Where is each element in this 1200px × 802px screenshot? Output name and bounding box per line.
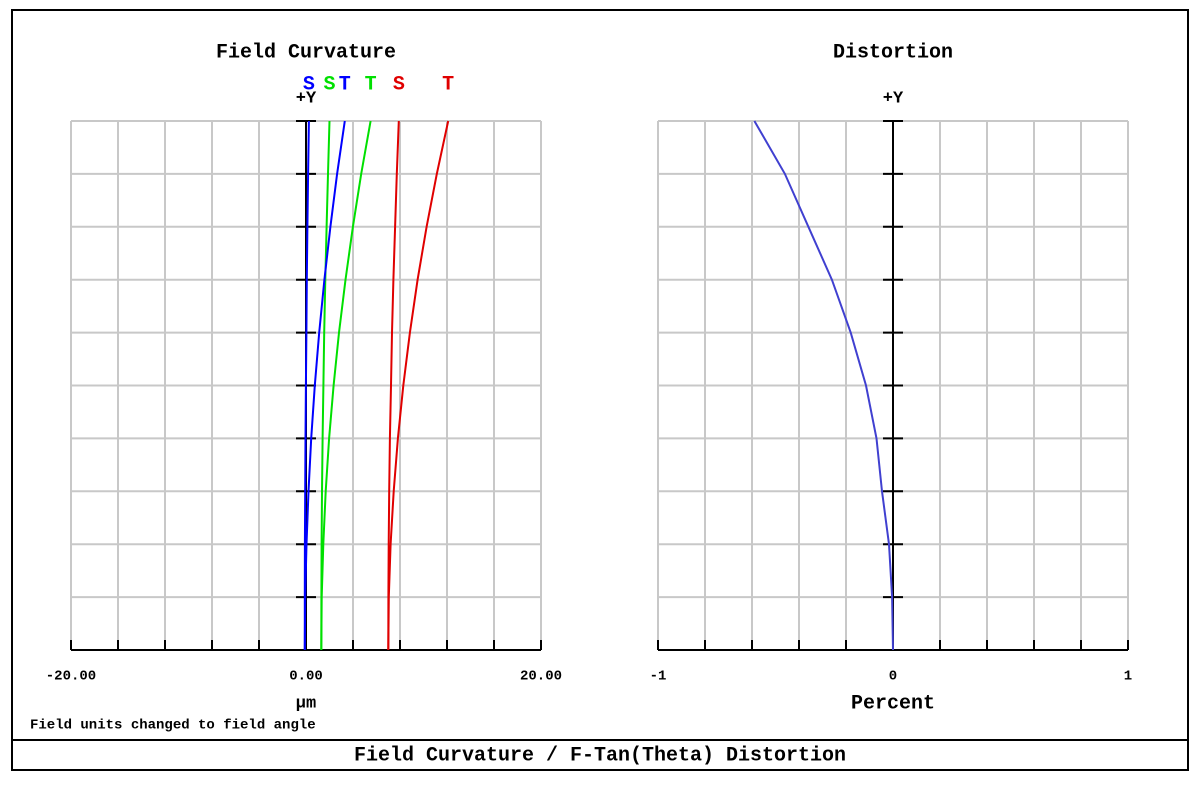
y-axis-label: +Y xyxy=(883,89,904,108)
legend-label: T xyxy=(339,73,351,96)
legend-label: T xyxy=(365,73,377,96)
legend-label: T xyxy=(442,73,454,96)
curve xyxy=(320,120,372,651)
x-tick-label: 1 xyxy=(1124,669,1132,685)
x-tick-label: 0 xyxy=(889,669,897,685)
legend-label: S xyxy=(393,73,405,96)
curve xyxy=(387,120,400,651)
frame xyxy=(11,9,1189,771)
note: Field units changed to field angle xyxy=(30,718,316,734)
x-tick-label: -1 xyxy=(650,669,667,685)
x-tick-label: 20.00 xyxy=(520,669,562,685)
curve xyxy=(303,120,346,651)
axis-label: Percent xyxy=(851,692,935,715)
legend-label: S xyxy=(303,73,315,96)
legend-label: S xyxy=(323,73,335,96)
chart-title: Distortion xyxy=(833,41,953,64)
x-tick-label: -20.00 xyxy=(46,669,96,685)
bottom-title: Field Curvature / F-Tan(Theta) Distortio… xyxy=(354,744,846,767)
curve xyxy=(753,120,894,651)
curve xyxy=(387,120,450,651)
curve xyxy=(320,120,331,651)
x-tick-label: 0.00 xyxy=(289,669,323,685)
axis-label: µm xyxy=(296,694,316,713)
y-axis-label: +Y xyxy=(296,89,317,108)
curve xyxy=(303,120,310,650)
chart-title: Field Curvature xyxy=(216,41,396,64)
